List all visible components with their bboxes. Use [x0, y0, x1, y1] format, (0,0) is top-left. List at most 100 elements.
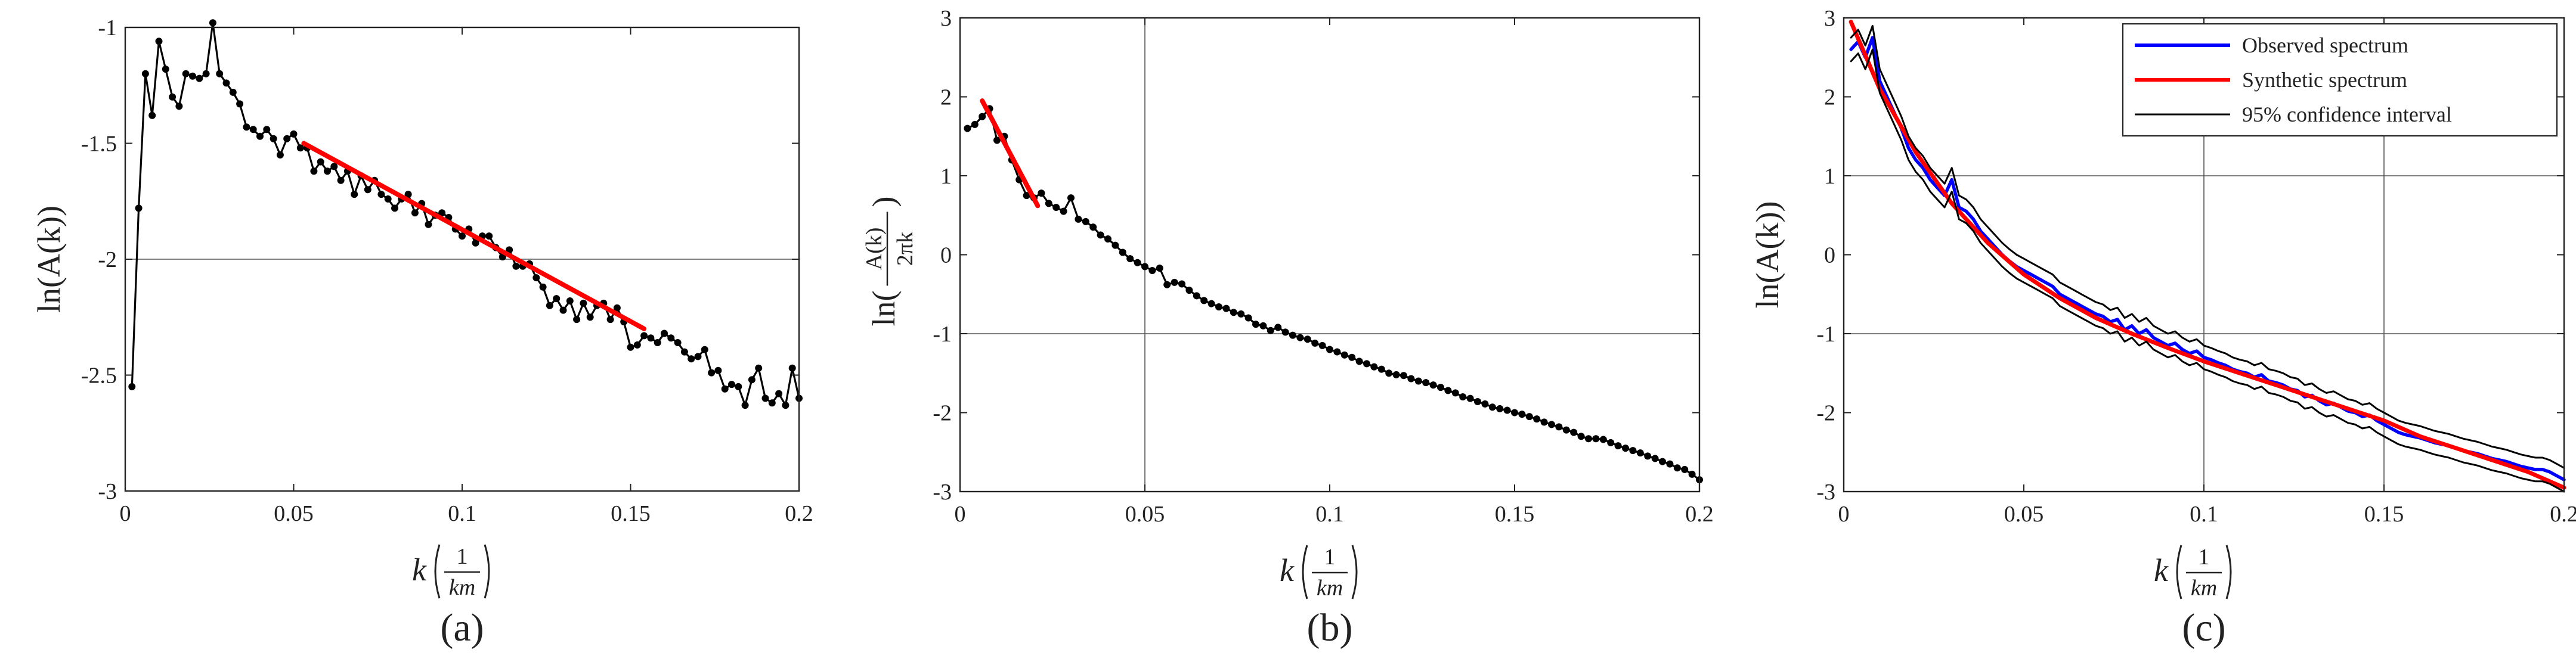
legend-label: Observed spectrum [2242, 33, 2408, 57]
data-point [222, 79, 230, 87]
data-point [1355, 358, 1363, 365]
y-tick-label: -3 [1816, 480, 1835, 505]
data-point [993, 136, 1001, 144]
x-tick-label: 0 [1838, 502, 1850, 527]
x-tick-label: 0.15 [611, 501, 651, 526]
data-point [330, 163, 338, 170]
y-tick-label: 3 [1824, 6, 1835, 31]
y-tick-label: 0 [1824, 243, 1835, 268]
panel-1: 0 0.05 0.1 0.15 0.2 -3 -2.5 -2 -1.5 -1 k 1 km ln(A(k)… [31, 15, 813, 650]
data-point [1666, 460, 1674, 468]
svg-text:ln(A(k)): ln(A(k)) [1750, 201, 1785, 309]
panel-label: (b) [1307, 606, 1353, 650]
data-point [1540, 418, 1548, 426]
data-point [1385, 369, 1393, 377]
data-point [236, 100, 244, 108]
y-tick-label: 1 [1824, 164, 1835, 189]
data-point [1688, 470, 1696, 478]
data-point [788, 364, 796, 372]
data-point [1548, 421, 1555, 428]
data-point [290, 130, 298, 138]
data-point [1052, 204, 1060, 211]
data-point [1570, 428, 1578, 436]
data-point [384, 195, 392, 203]
data-point [425, 220, 432, 228]
data-point [1237, 310, 1245, 318]
data-point [1089, 223, 1097, 231]
data-point [135, 204, 143, 212]
data-point [196, 74, 203, 82]
data-point [1296, 334, 1304, 341]
y-tick-label: -1 [98, 15, 117, 41]
confidence-bound-upper [1850, 24, 2565, 469]
data-point [377, 191, 385, 198]
fit-line [301, 141, 647, 331]
data-point [283, 135, 291, 142]
data-point [680, 348, 688, 356]
x-tick-label: 0.05 [2004, 502, 2044, 527]
data-point [701, 346, 708, 353]
data-point [175, 102, 183, 110]
data-point [1230, 309, 1237, 316]
data-point [964, 125, 971, 132]
data-point [1200, 297, 1208, 304]
data-point [979, 113, 986, 120]
data-point [1651, 455, 1659, 462]
data-point [1185, 287, 1193, 294]
data-point [748, 376, 756, 384]
data-point [1577, 433, 1585, 440]
svg-text:2πk: 2πk [893, 232, 918, 266]
panel-label: (c) [2182, 606, 2225, 650]
data-point [1222, 304, 1230, 312]
svg-text:ln(: ln( [866, 291, 902, 327]
x-tick-label: 0.2 [1685, 502, 1714, 527]
y-axis-label: ln(A(k)) [1750, 201, 1785, 309]
data-point [1156, 265, 1163, 272]
data-point [721, 385, 729, 393]
data-point [586, 313, 594, 321]
data-point [229, 88, 237, 96]
svg-text:k: k [2154, 552, 2169, 588]
data-point [1178, 280, 1185, 288]
data-point [1511, 409, 1518, 417]
data-point [391, 204, 398, 212]
data-point [532, 274, 540, 282]
data-point [1193, 292, 1200, 300]
data-point [553, 295, 561, 303]
data-point [276, 151, 284, 159]
data-point [694, 353, 702, 361]
x-tick-label: 0.1 [2190, 502, 2218, 527]
data-point [1422, 379, 1430, 387]
data-point [667, 334, 675, 342]
data-point [1459, 393, 1467, 400]
data-point [580, 299, 587, 307]
svg-text:km: km [1317, 576, 1343, 601]
panel-3: 0 0.05 0.1 0.15 0.2 -3 -2 -1 0 1 2 3 k 1 km ln(A(k)) (c)… [1750, 6, 2576, 650]
data-point [661, 330, 668, 337]
legend-label: 95% confidence interval [2242, 102, 2452, 126]
y-tick-label: -2.5 [81, 363, 117, 389]
svg-text:A(k): A(k) [862, 228, 887, 271]
data-point [148, 111, 156, 119]
data-point [1038, 189, 1045, 197]
data-point [1659, 458, 1666, 465]
data-point [1629, 447, 1637, 455]
y-tick-label: 3 [940, 6, 952, 31]
svg-text:km: km [2191, 576, 2217, 601]
data-point [1533, 415, 1541, 423]
data-point [310, 167, 318, 175]
data-point [1134, 259, 1141, 266]
legend-item: 95% confidence interval [2135, 102, 2452, 126]
data-point [1289, 331, 1296, 339]
y-tick-label: -1.5 [81, 132, 117, 157]
data-point [559, 306, 567, 314]
data-point [1348, 353, 1356, 361]
data-point [1318, 341, 1326, 349]
data-point [1437, 384, 1444, 391]
data-point [1466, 394, 1474, 402]
svg-text:1: 1 [2199, 545, 2210, 570]
data-point [128, 383, 136, 390]
data-point [1451, 389, 1459, 397]
data-point [1163, 281, 1171, 288]
